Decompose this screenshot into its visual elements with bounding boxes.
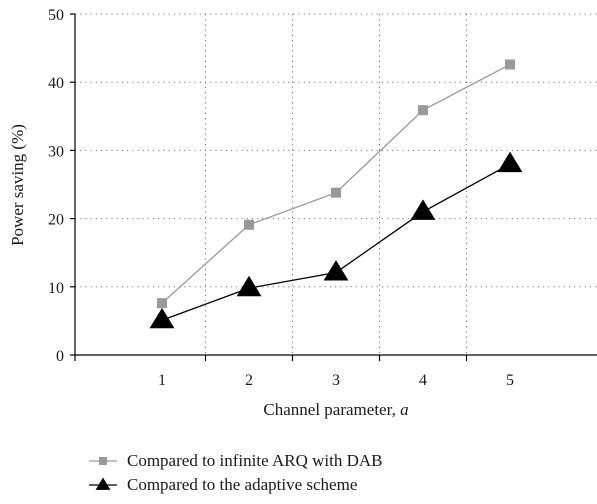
grid-lines: [75, 13, 597, 355]
y-axis-label: Power saving (%): [8, 124, 27, 246]
series-line: [161, 163, 511, 321]
legend-label: Compared to infinite ARQ with DAB: [127, 451, 382, 470]
marker-square: [418, 105, 428, 116]
marker-square: [505, 59, 515, 70]
marker-square: [99, 457, 107, 465]
y-tick-label: 40: [48, 75, 64, 92]
marker-triangle: [497, 151, 523, 173]
x-tick-label: 1: [158, 372, 166, 389]
ticks: 0 10 20 30 40 50 1 2 3 4 5: [48, 7, 514, 389]
marker-triangle: [410, 199, 436, 220]
series-triangle: [149, 151, 523, 329]
legend-item: Compared to infinite ARQ with DAB: [89, 451, 382, 470]
legend: Compared to infinite ARQ with DAB Compare…: [89, 451, 382, 494]
series-square: [157, 59, 515, 309]
marker-triangle: [323, 260, 349, 281]
series-group: [149, 59, 523, 329]
y-tick-label: 50: [48, 7, 64, 24]
marker-triangle: [149, 307, 175, 329]
x-tick-label: 3: [332, 372, 340, 389]
marker-triangle: [236, 275, 262, 297]
x-tick-label: 2: [245, 372, 253, 389]
x-tick-label: 5: [506, 372, 514, 389]
axes: [74, 14, 597, 356]
y-tick-label: 20: [48, 212, 64, 229]
y-tick-label: 10: [48, 280, 64, 297]
marker-square: [244, 219, 254, 230]
y-tick-label: 30: [48, 143, 64, 160]
legend-item: Compared to the adaptive scheme: [89, 475, 357, 494]
legend-label: Compared to the adaptive scheme: [127, 475, 357, 494]
marker-square: [331, 187, 341, 198]
marker-triangle: [95, 477, 111, 490]
marker-square: [157, 298, 167, 309]
x-tick-label: 4: [419, 372, 427, 389]
x-axis-label: Channel parameter, a: [263, 400, 408, 419]
y-tick-label: 0: [56, 348, 64, 365]
